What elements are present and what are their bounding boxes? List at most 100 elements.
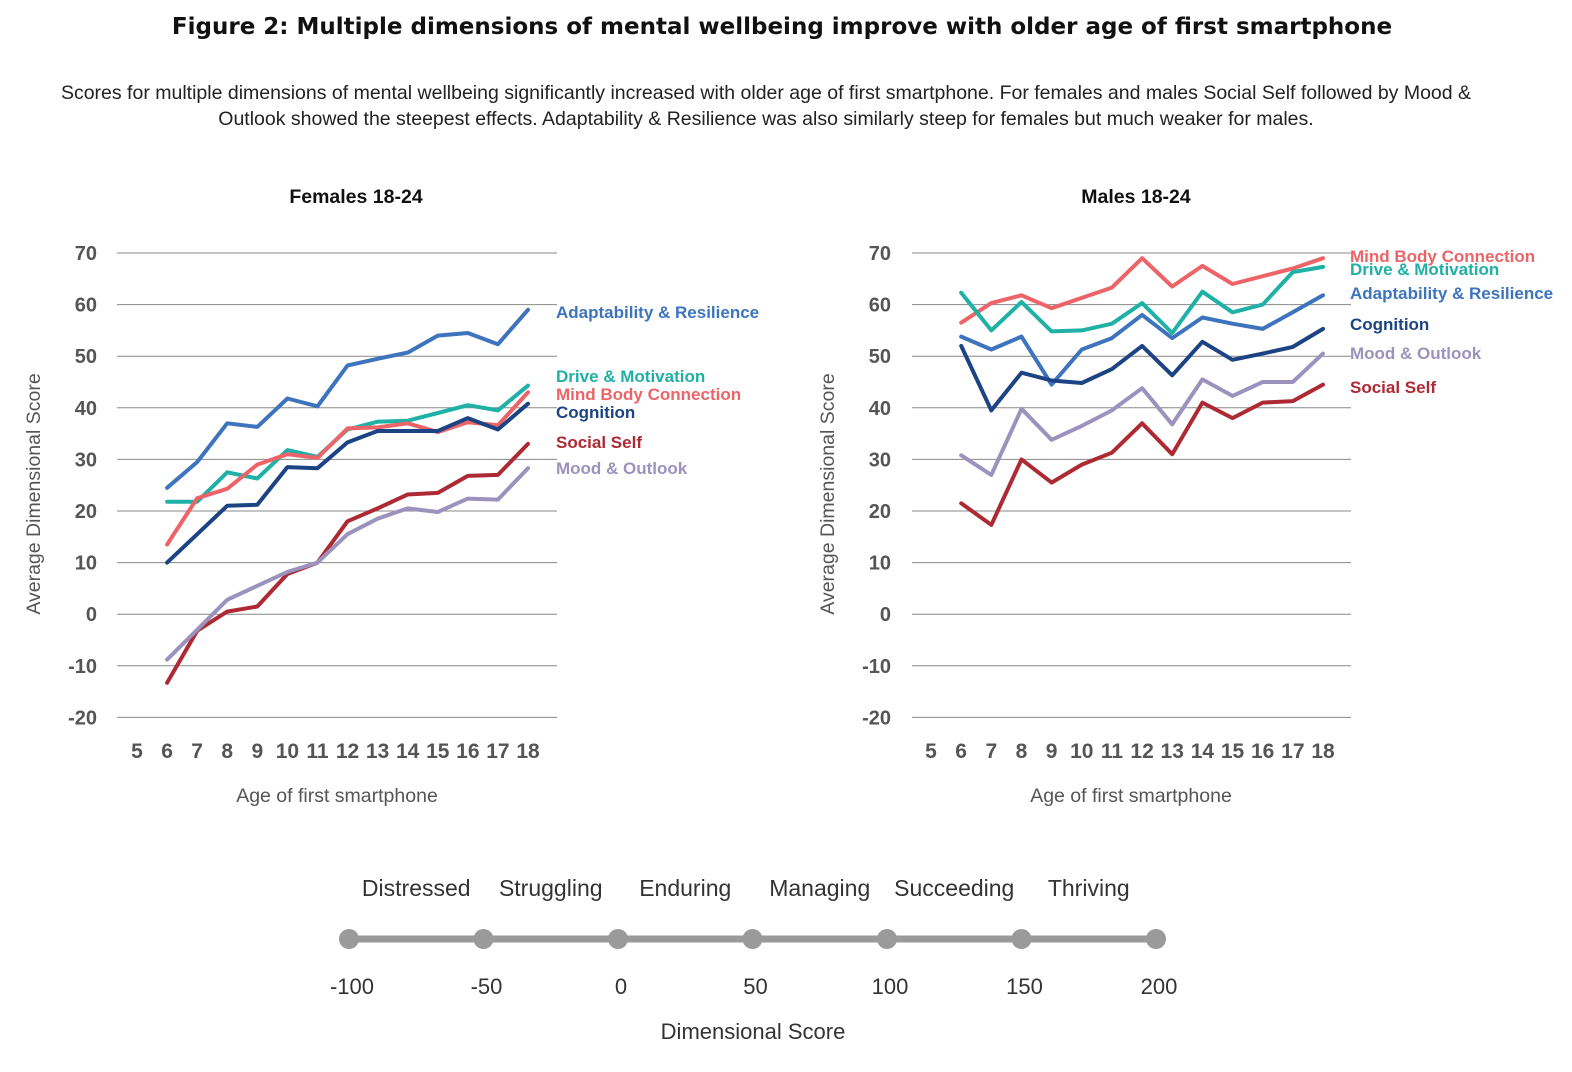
scale-tick-label: 150 xyxy=(1006,974,1043,999)
x-tick-label: 8 xyxy=(1016,740,1028,763)
x-tick-label: 5 xyxy=(131,740,143,763)
x-tick-label: 12 xyxy=(336,740,359,763)
y-tick-label: 20 xyxy=(869,501,891,523)
x-tick-label: 7 xyxy=(985,740,997,763)
scale-category-managing: Managing xyxy=(769,875,870,901)
series-line-adaptability-and-resilience xyxy=(165,307,530,490)
y-tick-label: 40 xyxy=(75,398,97,420)
x-tick-label: 9 xyxy=(251,740,263,763)
y-tick-label: -20 xyxy=(862,707,891,729)
x-tick-label: 14 xyxy=(1191,740,1215,763)
x-tick-label: 10 xyxy=(276,740,299,763)
y-tick-label: 50 xyxy=(869,346,891,368)
y-tick-label: 60 xyxy=(75,295,97,317)
series-label-adaptability-and-resilience: Adaptability & Resilience xyxy=(556,303,759,322)
series-line-mind-body-connection xyxy=(959,256,1325,325)
x-tick-label: 17 xyxy=(486,740,509,763)
scale-category-thriving: Thriving xyxy=(1048,875,1130,901)
scale-category-succeeding: Succeeding xyxy=(894,875,1014,901)
x-tick-label: 16 xyxy=(1251,740,1274,763)
x-tick-label: 6 xyxy=(955,740,967,763)
series-label-mind-body-connection: Mind Body Connection xyxy=(556,385,741,404)
series-label-social-self: Social Self xyxy=(1350,378,1436,397)
series-line-mood-and-outlook xyxy=(165,466,530,662)
scale-dot xyxy=(742,929,763,949)
y-tick-label: 10 xyxy=(869,553,891,575)
series-label-mood-and-outlook: Mood & Outlook xyxy=(1350,344,1482,363)
x-axis-label: Age of first smartphone xyxy=(236,785,438,807)
x-tick-label: 18 xyxy=(1311,740,1335,763)
y-axis-label: Average Dimensional Score xyxy=(817,373,839,614)
series-line-social-self xyxy=(165,441,530,685)
series-label-drive-and-motivation: Drive & Motivation xyxy=(556,367,705,386)
scale-tick-label: 50 xyxy=(743,974,767,999)
scale-category-enduring: Enduring xyxy=(639,875,731,901)
series-label-mood-and-outlook: Mood & Outlook xyxy=(556,459,688,478)
series-line-cognition xyxy=(165,401,530,565)
series-line-cognition xyxy=(959,326,1325,413)
y-tick-label: 60 xyxy=(869,295,891,317)
series-label-social-self: Social Self xyxy=(556,433,642,452)
series-label-cognition: Cognition xyxy=(1350,315,1429,334)
x-tick-label: 15 xyxy=(1221,740,1245,763)
x-tick-label: 14 xyxy=(396,740,420,763)
scale-tick-label: 100 xyxy=(872,974,909,999)
panel-title: Females 18-24 xyxy=(289,186,422,208)
scale-tick-label: 200 xyxy=(1141,974,1178,999)
scale-tick-label: 0 xyxy=(615,974,627,999)
x-tick-label: 8 xyxy=(221,740,233,763)
panel-males-18-24: Males 18-24 70 60 50 40 30 20 10 0 -10 -20 5 6 7 8 9 10 1… xyxy=(817,186,1553,807)
scale-title: Dimensional Score xyxy=(661,1019,846,1044)
x-tick-label: 12 xyxy=(1130,740,1153,763)
y-tick-label: -20 xyxy=(68,707,97,729)
y-tick-label: 20 xyxy=(75,501,97,523)
y-tick-label: 70 xyxy=(75,243,97,265)
y-tick-label: -10 xyxy=(862,656,891,678)
x-tick-label: 17 xyxy=(1281,740,1304,763)
x-tick-label: 16 xyxy=(456,740,479,763)
scale-dot xyxy=(1011,929,1032,949)
x-tick-label: 7 xyxy=(191,740,203,763)
scale-tick-label: -50 xyxy=(471,974,503,999)
x-tick-label: 15 xyxy=(426,740,450,763)
scale-category-distressed: Distressed xyxy=(362,875,471,901)
x-tick-label: 9 xyxy=(1046,740,1058,763)
dimensional-score-scale: -100 -50 0 50 100 150 200 Distressed Struggling E… xyxy=(330,875,1177,1044)
y-tick-label: 50 xyxy=(75,346,97,368)
x-tick-label: 5 xyxy=(925,740,937,763)
x-tick-label: 11 xyxy=(1101,740,1124,763)
scale-dot xyxy=(608,929,628,949)
y-tick-label: 40 xyxy=(869,398,891,420)
figure-subtitle: Scores for multiple dimensions of mental… xyxy=(60,82,1472,130)
x-tick-label: 13 xyxy=(366,740,389,763)
x-tick-label: 6 xyxy=(161,740,173,763)
series-line-adaptability-and-resilience xyxy=(959,293,1325,387)
y-axis-label: Average Dimensional Score xyxy=(23,373,45,614)
series-label-drive-and-motivation: Drive & Motivation xyxy=(1350,260,1499,279)
y-tick-label: 30 xyxy=(75,449,97,471)
scale-dot xyxy=(339,929,359,949)
x-tick-label: 11 xyxy=(306,740,329,763)
scale-category-struggling: Struggling xyxy=(499,875,603,901)
x-tick-label: 13 xyxy=(1161,740,1184,763)
series-label-cognition: Cognition xyxy=(556,403,635,422)
series-label-adaptability-and-resilience: Adaptability & Resilience xyxy=(1350,284,1553,303)
x-tick-label: 18 xyxy=(516,740,540,763)
scale-dot xyxy=(1146,929,1166,949)
series-line-drive-and-motivation xyxy=(959,264,1325,335)
y-tick-label: 70 xyxy=(869,243,891,265)
x-tick-label: 10 xyxy=(1070,740,1093,763)
y-tick-label: 10 xyxy=(75,553,97,575)
scale-dot xyxy=(473,929,494,949)
y-tick-label: 0 xyxy=(86,604,97,626)
panel-title: Males 18-24 xyxy=(1081,186,1191,208)
series-label-mind-body-connection: Mind Body Connection xyxy=(1350,247,1535,266)
scale-dot xyxy=(877,929,897,949)
y-tick-label: -10 xyxy=(68,656,97,678)
figure-title: Figure 2: Multiple dimensions of mental … xyxy=(171,14,1393,40)
x-axis-label: Age of first smartphone xyxy=(1030,785,1232,807)
series-line-social-self xyxy=(959,382,1325,527)
scale-tick-label: -100 xyxy=(330,974,374,999)
